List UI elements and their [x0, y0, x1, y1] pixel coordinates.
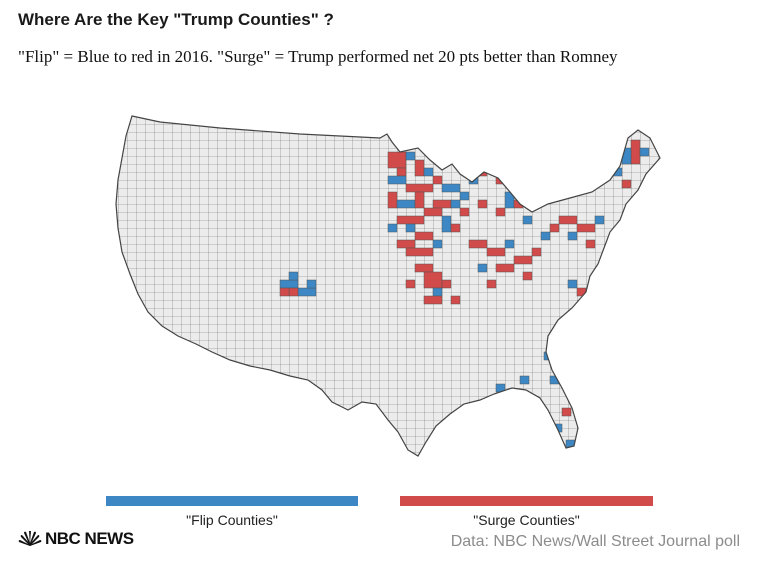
county-layer [116, 116, 660, 456]
surge-county [585, 239, 596, 249]
surge-county [423, 295, 443, 305]
flip-county [522, 215, 533, 225]
flip-county [594, 215, 605, 225]
chart-subtitle: "Flip" = Blue to red in 2016. "Surge" = … [18, 47, 618, 66]
flip-county [441, 215, 452, 233]
flip-county [450, 199, 461, 209]
surge-county [450, 223, 461, 233]
surge-county [414, 263, 434, 273]
flip-county [306, 279, 317, 289]
surge-county [414, 191, 425, 209]
surge-county [450, 295, 461, 305]
flip-county [432, 287, 443, 297]
us-map-svg [115, 115, 661, 457]
surge-county [279, 287, 290, 297]
surge-county [576, 287, 587, 297]
surge-county [549, 223, 560, 233]
surge-county [561, 407, 572, 417]
surge-county [513, 255, 533, 265]
surge-county [459, 207, 470, 217]
flip-county [567, 279, 578, 289]
flip-county [459, 191, 470, 201]
surge-county [405, 279, 416, 289]
surge-county [576, 223, 596, 233]
flip-county [519, 375, 530, 385]
surge-county [558, 215, 578, 225]
flip-legend-swatch [106, 496, 358, 506]
surge-county [432, 175, 443, 185]
flip-county [387, 175, 407, 185]
surge-county [477, 199, 488, 209]
surge-legend-swatch [400, 496, 653, 506]
flip-county [558, 319, 569, 329]
nbc-news-brand: NBC NEWS [18, 529, 134, 549]
flip-county [288, 271, 299, 281]
surge-county [405, 183, 434, 193]
surge-county [423, 271, 443, 289]
surge-county [477, 167, 488, 177]
surge-county [432, 199, 452, 209]
surge-county [486, 279, 497, 289]
surge-county [630, 139, 641, 165]
surge-county [414, 231, 434, 241]
chart-title: Where Are the Key "Trump Counties" ? [18, 10, 334, 29]
surge-county [531, 247, 542, 257]
surge-county [387, 191, 398, 209]
flip-county [405, 151, 416, 161]
data-source: Data: NBC News/Wall Street Journal poll [450, 533, 740, 550]
flip-county [396, 199, 416, 209]
surge-county [441, 279, 452, 289]
flip-county [423, 167, 434, 177]
flip-county [504, 239, 515, 249]
flip-county [387, 223, 398, 233]
flip-county [585, 295, 596, 305]
surge-county [621, 179, 632, 189]
flip-county [432, 239, 443, 249]
flip-county [567, 231, 578, 241]
surge-county [495, 207, 506, 217]
surge-county [405, 247, 434, 257]
surge-county [396, 239, 416, 249]
flip-legend-label: "Flip Counties" [186, 512, 278, 528]
flip-county [540, 231, 551, 241]
surge-county [387, 151, 407, 169]
surge-county [423, 207, 443, 217]
surge-legend-label: "Surge Counties" [473, 512, 580, 528]
flip-county [405, 223, 416, 233]
flip-county [477, 263, 488, 273]
flip-county [279, 279, 299, 289]
surge-county [522, 271, 533, 281]
surge-county [513, 199, 524, 209]
surge-county [396, 167, 407, 177]
surge-county [414, 159, 425, 177]
flip-county [639, 147, 650, 157]
surge-county [495, 263, 515, 273]
peacock-logo-icon [18, 531, 42, 546]
flip-county [297, 287, 317, 297]
surge-county [288, 287, 299, 297]
surge-county [486, 247, 506, 257]
flip-county [441, 183, 461, 193]
surge-county [396, 215, 425, 225]
surge-county [495, 175, 515, 185]
surge-county [468, 239, 488, 249]
brand-name: NBC NEWS [45, 529, 134, 548]
us-county-map [100, 108, 670, 468]
